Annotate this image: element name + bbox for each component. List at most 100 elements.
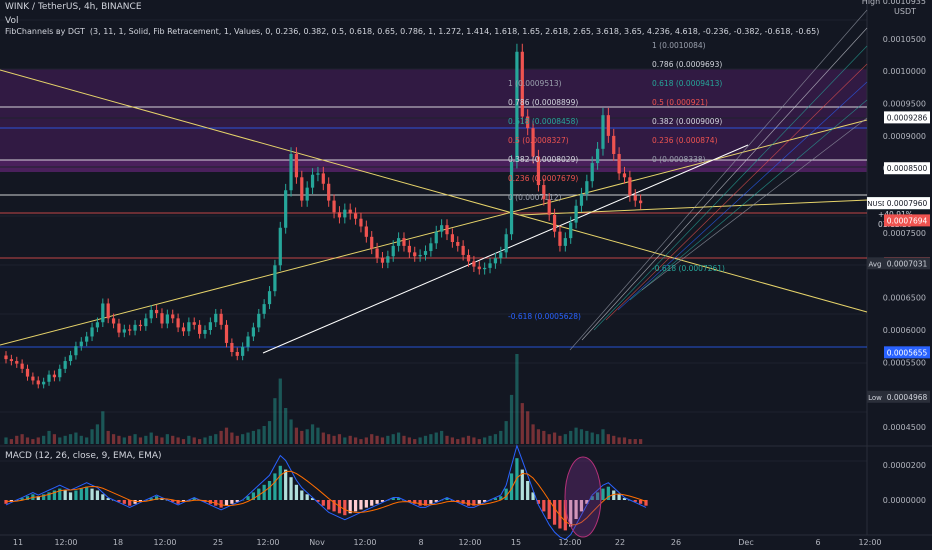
volume-bar bbox=[547, 434, 551, 444]
macd-histogram-bar bbox=[617, 494, 621, 500]
macd-histogram-bar bbox=[370, 500, 374, 506]
candle-body bbox=[154, 309, 159, 314]
candle-body bbox=[370, 236, 374, 249]
time-tick: 11 bbox=[13, 538, 23, 547]
candle-body bbox=[536, 156, 541, 186]
price-tick: 0.0009000 bbox=[883, 132, 926, 141]
candle-body bbox=[569, 222, 573, 239]
candle-body bbox=[4, 355, 8, 360]
candle-body bbox=[531, 128, 535, 157]
candle-body bbox=[63, 361, 67, 369]
time-tick: 12:00 bbox=[458, 538, 481, 547]
macd-histogram-bar bbox=[128, 500, 132, 506]
candle-body bbox=[391, 245, 395, 257]
candle-body bbox=[219, 313, 223, 325]
fib-indicator-label: FibChannels ву DGT (3, 11, 1, Solid, Fib… bbox=[5, 27, 820, 36]
volume-bar bbox=[15, 435, 19, 444]
volume-bar bbox=[633, 439, 637, 444]
macd-histogram-bar bbox=[520, 469, 524, 500]
volume-bar bbox=[305, 429, 309, 444]
macd-histogram-bar bbox=[305, 494, 309, 500]
macd-histogram-bar bbox=[300, 490, 304, 500]
candle-body bbox=[192, 322, 196, 325]
macd-histogram-bar bbox=[246, 496, 250, 500]
volume-bar bbox=[214, 434, 218, 444]
macd-histogram-bar bbox=[364, 500, 368, 508]
macd-histogram-bar bbox=[509, 473, 514, 500]
candle-body bbox=[171, 314, 175, 319]
candle-body bbox=[68, 355, 73, 362]
candle-body bbox=[429, 243, 433, 252]
macd-histogram-bar bbox=[493, 498, 498, 500]
volume-bar bbox=[251, 430, 256, 444]
price-tick: 0.0007500 bbox=[883, 229, 926, 238]
fib-label: 0.236 (0.0007679) bbox=[508, 174, 578, 183]
volume-bar bbox=[122, 437, 126, 444]
candle-body bbox=[353, 213, 358, 219]
macd-histogram-bar bbox=[95, 490, 100, 500]
macd-histogram-bar bbox=[644, 500, 648, 506]
candle-body bbox=[278, 227, 282, 266]
macd-histogram-bar bbox=[558, 500, 562, 529]
volume-bar bbox=[79, 435, 83, 444]
volume-bar bbox=[402, 435, 406, 444]
volume-bar bbox=[579, 429, 584, 444]
volume-bar bbox=[585, 430, 589, 444]
volume-bar bbox=[639, 439, 643, 444]
candle-body bbox=[138, 324, 143, 327]
candle-body bbox=[450, 234, 454, 242]
candle-body bbox=[251, 327, 256, 337]
currency-label: USDT bbox=[894, 7, 916, 16]
volume-bar bbox=[106, 430, 110, 444]
candle-body bbox=[499, 252, 503, 259]
macd-histogram-bar bbox=[606, 486, 610, 500]
fib-label: 0.236 (0.000874) bbox=[652, 136, 718, 145]
macd-histogram-bar bbox=[122, 500, 126, 504]
candle-body bbox=[316, 173, 320, 175]
candle-body bbox=[176, 318, 180, 328]
volume-bar bbox=[187, 435, 191, 444]
candle-body bbox=[515, 51, 519, 162]
candle-body bbox=[90, 327, 94, 337]
candle-body bbox=[111, 318, 116, 324]
candle-body bbox=[343, 209, 347, 218]
macd-histogram-bar bbox=[176, 500, 180, 504]
volume-bar bbox=[133, 434, 137, 444]
candle-body bbox=[359, 218, 363, 227]
candle-body bbox=[246, 336, 250, 347]
candle-body bbox=[332, 200, 336, 213]
candle-body bbox=[85, 336, 89, 342]
macd-histogram-bar bbox=[423, 500, 428, 506]
macd-histogram-bar bbox=[445, 498, 449, 500]
volume-bar bbox=[224, 427, 229, 444]
macd-histogram-bar bbox=[413, 500, 417, 504]
volume-bar bbox=[149, 432, 153, 444]
volume-bar bbox=[504, 421, 508, 444]
macd-histogram-bar bbox=[257, 488, 261, 500]
volume-bar bbox=[370, 434, 374, 444]
time-tick: 22 bbox=[615, 538, 625, 547]
volume-bar bbox=[74, 432, 78, 444]
macd-histogram-bar bbox=[348, 500, 352, 514]
fib-label: 0.786 (0.0009693) bbox=[652, 60, 722, 69]
price-tag-label-box bbox=[867, 197, 884, 210]
price-tag-box bbox=[884, 390, 930, 403]
volume-bar bbox=[310, 424, 315, 444]
volume-bar bbox=[52, 434, 57, 444]
time-tick: 12:00 bbox=[353, 538, 376, 547]
volume-bar bbox=[154, 435, 159, 444]
volume-bar bbox=[267, 421, 272, 444]
fib-label: 1 (0.0010084) bbox=[652, 41, 706, 50]
macd-histogram-bar bbox=[639, 500, 643, 504]
volume-bar bbox=[203, 437, 207, 444]
trend-line bbox=[0, 119, 868, 346]
candle-body bbox=[601, 115, 605, 149]
macd-histogram-bar bbox=[171, 500, 175, 502]
volume-bar bbox=[563, 434, 567, 444]
candle-body bbox=[294, 154, 299, 178]
candle-body bbox=[208, 322, 212, 330]
time-tick: 15 bbox=[511, 538, 521, 547]
volume-bar bbox=[58, 437, 62, 444]
macd-histogram-bar bbox=[154, 496, 159, 500]
